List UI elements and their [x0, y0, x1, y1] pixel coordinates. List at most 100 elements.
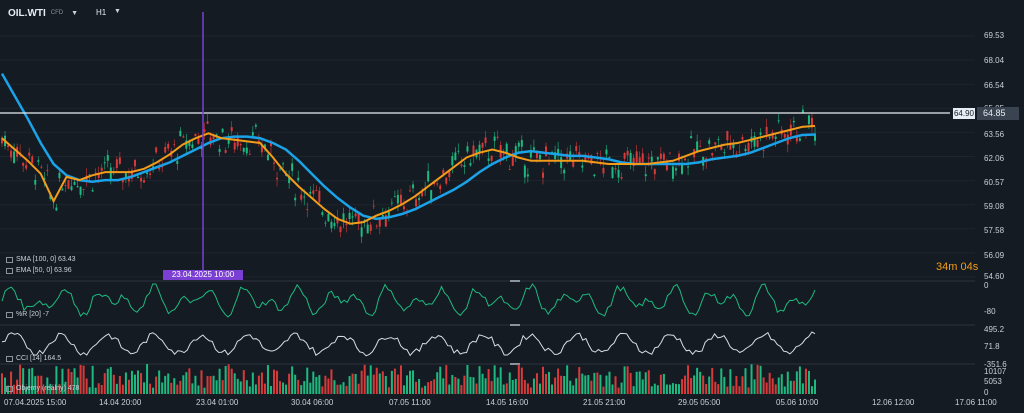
indicator-settings-icon[interactable] [6, 385, 13, 392]
volume-legend[interactable]: Objemy (reálny) 478 [6, 385, 79, 392]
candle-body [605, 149, 608, 155]
pane-handle-3[interactable] [510, 363, 520, 365]
volume-bar [602, 386, 605, 394]
volume-bar [463, 375, 466, 394]
indicator-settings-icon[interactable] [6, 311, 13, 318]
candle-body [167, 143, 170, 149]
candle-body [436, 183, 439, 185]
volume-bar [369, 365, 372, 394]
candle-body [381, 214, 384, 219]
candle-body [747, 142, 750, 152]
candle-body [632, 157, 635, 167]
volume-bar [457, 378, 460, 394]
candle-body [37, 160, 40, 162]
time-tick: 23.04 01:00 [196, 398, 239, 407]
volume-bar [472, 377, 475, 394]
volume-bar [191, 383, 194, 394]
timeframe-label[interactable]: H1 [96, 8, 107, 17]
candle-body [73, 181, 76, 185]
candle-body [466, 146, 469, 152]
candle-body [34, 179, 37, 185]
candle-body [593, 174, 596, 177]
volume-bar [396, 374, 399, 394]
volume-bar [714, 381, 717, 394]
volume-bar [13, 384, 16, 394]
volume-bar [641, 379, 644, 394]
volume-bar [699, 371, 702, 394]
volume-bar [357, 383, 360, 394]
volume-bar [173, 378, 176, 394]
volume-bar [466, 364, 469, 394]
volume-bar [19, 364, 22, 394]
ema-legend[interactable]: EMA [50, 0] 63.96 [6, 267, 72, 274]
volume-bar [176, 384, 179, 394]
vertical-line-date-tag[interactable]: 23.04.2025 10:00 [163, 270, 243, 280]
candle-body [133, 160, 136, 167]
volume-bar [348, 376, 351, 394]
volume-bar [88, 387, 91, 394]
volume-bar [285, 384, 288, 394]
volume-bar [40, 375, 43, 394]
volume-bar [390, 370, 393, 394]
candle-body [303, 196, 306, 198]
candle-body [79, 186, 82, 195]
candle-body [251, 132, 254, 136]
volume-bar [587, 375, 590, 394]
candle-body [759, 132, 762, 135]
candle-body [699, 146, 702, 148]
candle-body [43, 178, 46, 180]
candle-body [146, 172, 149, 174]
candle-body [602, 167, 605, 174]
candle-body [143, 180, 146, 183]
volume-bar [777, 377, 780, 394]
candle-body [457, 150, 460, 152]
candle-body [266, 154, 269, 161]
price-tick: 68.04 [984, 56, 1005, 65]
candle-body [807, 115, 810, 125]
volume-bar [7, 385, 10, 394]
wr-legend[interactable]: %R [20] -7 [6, 311, 49, 318]
volume-bar [720, 368, 723, 394]
candle-body [684, 158, 687, 161]
volume-bar [814, 379, 816, 394]
symbol-dropdown-icon[interactable]: ▼ [71, 9, 79, 17]
candle-body [378, 219, 381, 227]
cci-legend[interactable]: CCI [14] 164.5 [6, 355, 61, 362]
timeframe-dropdown-icon[interactable]: ▼ [114, 8, 121, 15]
volume-bar [251, 372, 254, 394]
indicator-settings-icon[interactable] [6, 256, 13, 263]
candle-body [687, 166, 690, 168]
candle-body [188, 140, 191, 147]
candle-body [242, 147, 245, 152]
volume-bar [496, 377, 499, 394]
candle-body [10, 150, 13, 158]
volume-bar [647, 370, 650, 394]
pane-handle-2[interactable] [510, 324, 520, 326]
volume-bar [771, 378, 774, 394]
horizontal-line-price-tag[interactable]: 64.90 [953, 108, 975, 119]
symbol-header[interactable]: OIL.WTI CFD ▼ [8, 6, 78, 20]
volume-bar [810, 386, 813, 394]
volume-bar [140, 373, 143, 394]
sma-line [0, 72, 816, 221]
candle-body [487, 158, 490, 161]
volume-bar [218, 368, 221, 394]
candle-body [412, 184, 415, 189]
candle-body [635, 151, 638, 163]
symbol-name[interactable]: OIL.WTI [8, 7, 46, 19]
candle-body [109, 167, 112, 180]
candle-body [729, 142, 732, 150]
cci-tick: -351.6 [984, 360, 1007, 369]
indicator-settings-icon[interactable] [6, 267, 13, 274]
volume-bar [693, 375, 696, 394]
time-tick: 05.06 10:00 [776, 398, 819, 407]
volume-bar [336, 384, 339, 394]
candle-body [339, 226, 342, 233]
sma-legend[interactable]: SMA [100, 0] 63.43 [6, 256, 76, 263]
time-tick: 17.06 11:00 [955, 398, 997, 407]
candle-body [354, 213, 357, 217]
price-tick: 56.09 [984, 251, 1005, 260]
indicator-settings-icon[interactable] [6, 355, 13, 362]
pane-handle-1[interactable] [510, 280, 520, 282]
